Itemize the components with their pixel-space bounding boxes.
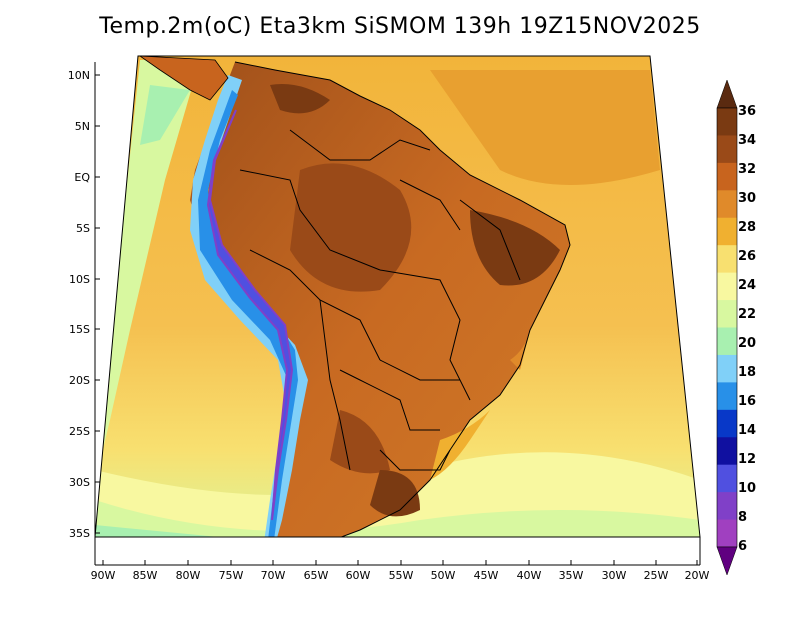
colorbar-label-28: 28 [738, 220, 756, 235]
colorbar-segment [717, 492, 737, 521]
colorbar: 36 34 32 30 28 26 24 22 20 18 16 14 12 1… [716, 79, 756, 576]
country-borders [234, 61, 571, 537]
lat-tick-35s: 35S [69, 527, 90, 540]
colorbar-label-20: 20 [738, 336, 756, 351]
lon-tick-90w: 90W [91, 569, 116, 582]
colorbar-label-16: 16 [738, 394, 756, 409]
colorbar-label-30: 30 [738, 191, 756, 206]
map-title: Temp.2m(oC) Eta3km SiSMOM 139h 19Z15NOV2… [99, 14, 701, 39]
colorbar-segment [717, 162, 737, 191]
lon-tick-85w: 85W [133, 569, 158, 582]
colorbar-label-32: 32 [738, 162, 756, 177]
colorbar-segment [717, 190, 737, 219]
colorbar-segment [717, 354, 737, 383]
colorbar-label-34: 34 [738, 133, 756, 148]
colorbar-bottom-arrow [716, 546, 738, 576]
colorbar-label-36: 36 [738, 104, 756, 119]
colorbar-label-14: 14 [738, 423, 756, 438]
lat-tick-15s: 15S [69, 323, 90, 336]
central-america-land [138, 56, 229, 101]
lat-tick-eq: EQ [74, 171, 90, 184]
lon-tick-70w: 70W [261, 569, 286, 582]
colorbar-segment [717, 245, 737, 274]
colorbar-label-12: 12 [738, 452, 756, 467]
lat-tick-10s: 10S [69, 273, 90, 286]
colorbar-segment [717, 464, 737, 493]
lat-tick-10n: 10N [68, 69, 90, 82]
colorbar-label-10: 10 [738, 481, 756, 496]
colorbar-top-arrow [716, 79, 738, 109]
colorbar-segment [717, 437, 737, 466]
lon-tick-40w: 40W [517, 569, 542, 582]
lat-tick-30s: 30S [69, 476, 90, 489]
colorbar-segment [717, 300, 737, 328]
lon-tick-65w: 65W [304, 569, 329, 582]
colorbar-label-8: 8 [738, 510, 747, 525]
lon-tick-50w: 50W [431, 569, 456, 582]
lon-tick-25w: 25W [644, 569, 669, 582]
lon-tick-30w: 30W [602, 569, 627, 582]
map-domain [95, 56, 700, 537]
lat-tick-5n: 5N [75, 120, 90, 133]
lat-axis: 10N 5N EQ 5S 10S 15S 20S 25S 30S 35S [68, 69, 100, 540]
colorbar-segment [717, 327, 737, 356]
lat-tick-5s: 5S [76, 222, 90, 235]
colorbar-label-26: 26 [738, 249, 756, 264]
colorbar-label-22: 22 [738, 307, 756, 322]
lon-tick-75w: 75W [219, 569, 244, 582]
colorbar-segment [717, 409, 737, 438]
lon-tick-45w: 45W [474, 569, 499, 582]
colorbar-segment [717, 272, 737, 301]
lon-tick-35w: 35W [559, 569, 584, 582]
colorbar-segment [717, 382, 737, 411]
lon-tick-55w: 55W [389, 569, 414, 582]
lon-tick-20w: 20W [685, 569, 710, 582]
lon-tick-80w: 80W [176, 569, 201, 582]
lat-tick-25s: 25S [69, 425, 90, 438]
colorbar-label-18: 18 [738, 365, 756, 380]
colorbar-segment [717, 519, 737, 548]
colorbar-label-24: 24 [738, 278, 756, 293]
lon-axis: 90W 85W 80W 75W 70W 65W 60W 55W 50W 45W … [91, 560, 710, 582]
lon-tick-60w: 60W [346, 569, 371, 582]
colorbar-label-6: 6 [738, 539, 747, 554]
colorbar-segment [717, 108, 737, 136]
colorbar-segment [717, 135, 737, 164]
colorbar-segment [717, 217, 737, 246]
lat-tick-20s: 20S [69, 374, 90, 387]
